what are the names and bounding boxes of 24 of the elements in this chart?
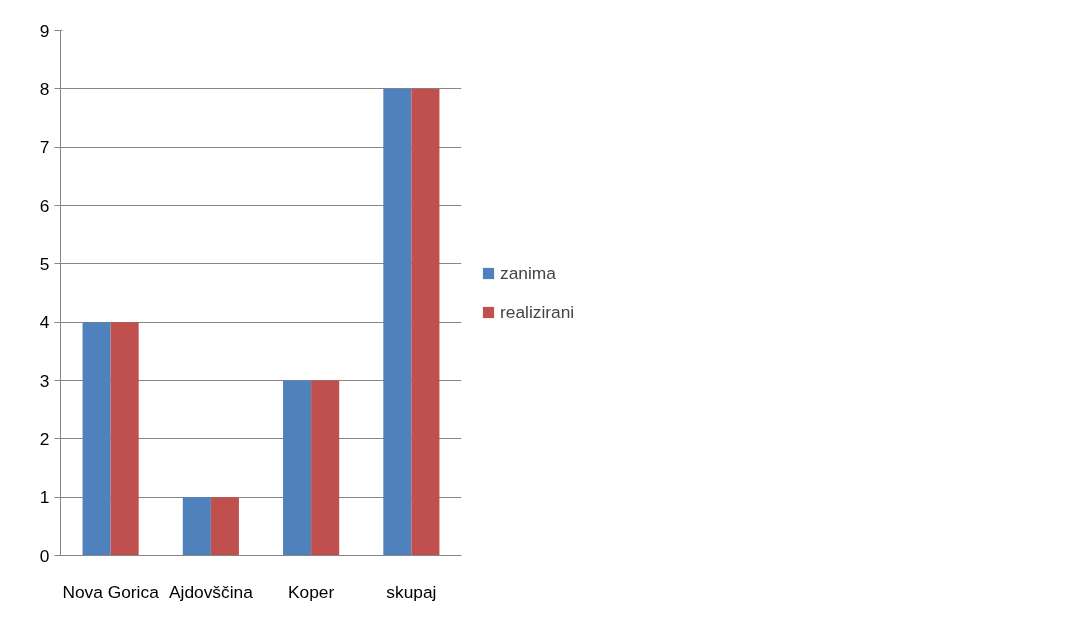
y-tick-label: 0	[39, 545, 50, 566]
y-tick-label: 7	[39, 137, 50, 158]
x-tick-label: Nova Gorica	[62, 581, 160, 602]
y-tick-label: 8	[39, 78, 50, 99]
bar	[182, 497, 211, 556]
bar	[210, 497, 239, 556]
y-tick-label: 2	[39, 428, 50, 449]
bar	[110, 322, 139, 556]
bar	[383, 88, 412, 556]
y-tick-label: 5	[39, 253, 50, 274]
bar	[311, 380, 340, 556]
y-tick-label: 3	[39, 370, 50, 391]
y-tick-label: 9	[39, 20, 50, 41]
y-tick-label: 1	[39, 487, 50, 508]
x-tick-label: skupaj	[386, 581, 437, 602]
y-tick-label: 6	[39, 195, 50, 216]
x-tick-label: Ajdovščina	[168, 581, 254, 602]
y-tick-label: 4	[39, 312, 50, 333]
bar	[82, 322, 111, 556]
legend-label: zanima	[500, 262, 556, 284]
bar	[411, 88, 440, 556]
legend-label: realizirani	[500, 301, 575, 323]
x-tick-label: Koper	[288, 581, 335, 602]
bar	[283, 380, 312, 556]
